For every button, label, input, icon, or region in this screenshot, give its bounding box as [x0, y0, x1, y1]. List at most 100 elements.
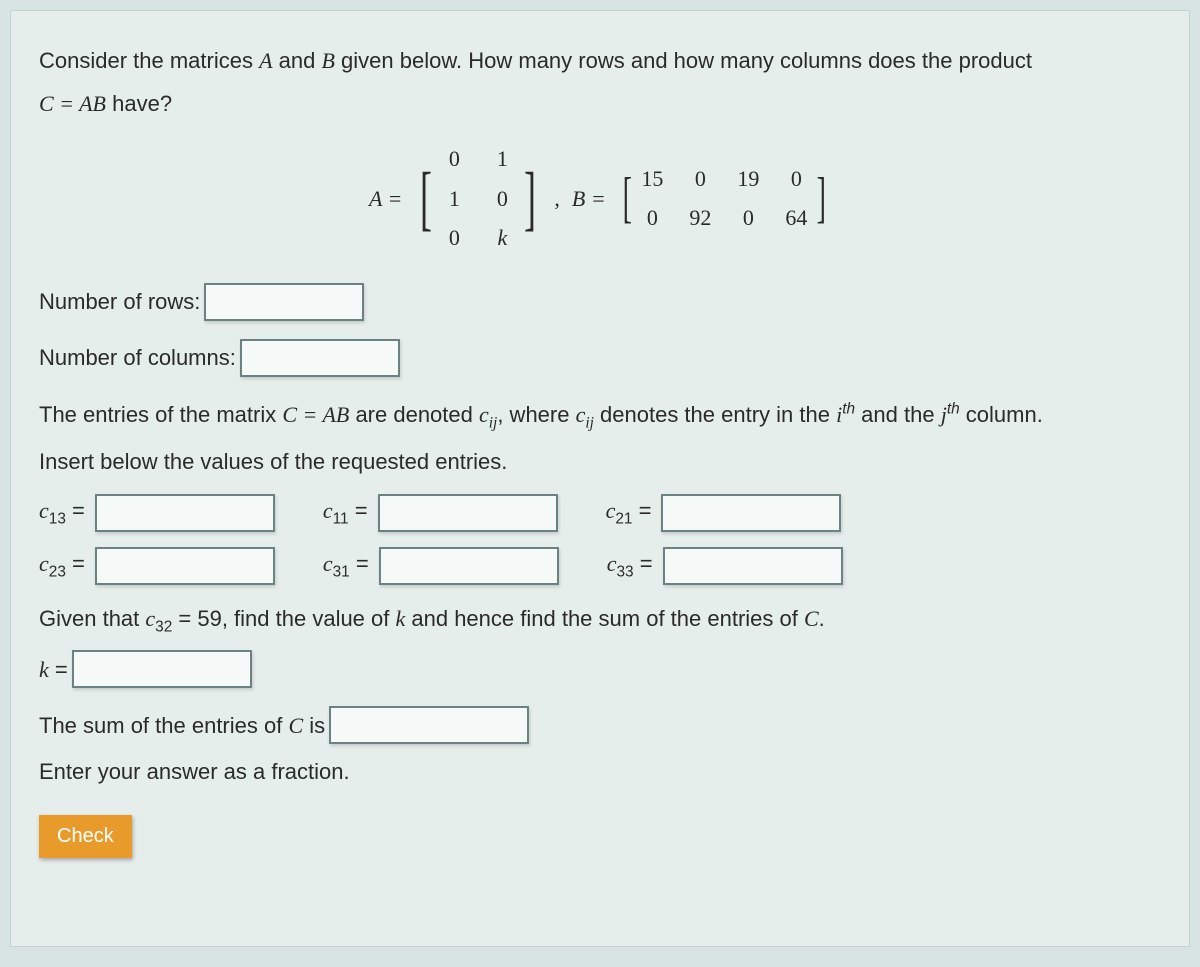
sup: th: [947, 401, 960, 418]
var-CAB: C = AB: [39, 91, 106, 116]
c11-cell: c11 =: [323, 493, 562, 532]
k-field-row: k =: [39, 650, 1161, 688]
left-bracket-icon: [: [420, 162, 432, 234]
rows-field-row: Number of rows:: [39, 283, 1161, 321]
cell: k: [490, 220, 514, 255]
var-B: B: [321, 48, 334, 73]
eq: =: [634, 551, 653, 576]
sub: 31: [333, 564, 350, 581]
var-A: A: [259, 48, 272, 73]
cell: 0: [640, 200, 664, 235]
c21-cell: c21 =: [606, 493, 846, 532]
var: c: [606, 498, 616, 523]
text: , where: [497, 402, 575, 427]
cell: 0: [784, 161, 808, 196]
var: c: [39, 551, 49, 576]
entries-row-2: c23 = c31 = c33 =: [39, 546, 1161, 585]
question-panel: Consider the matrices A and B given belo…: [10, 10, 1190, 947]
eq: =: [66, 551, 85, 576]
right-bracket-icon: ]: [524, 162, 536, 234]
eq: =: [66, 498, 85, 523]
c11-input[interactable]: [378, 494, 558, 532]
sum-field-row: The sum of the entries of C is: [39, 706, 1161, 744]
cell: 1: [490, 141, 514, 176]
check-button[interactable]: Check: [39, 815, 132, 858]
cell: 64: [784, 200, 808, 235]
matrix-A: [ 01 10 0k ]: [414, 141, 542, 255]
c33-input[interactable]: [663, 547, 843, 585]
text: and hence find the sum of the entries of: [405, 606, 804, 631]
var: c: [323, 498, 333, 523]
var: c: [576, 402, 586, 427]
c33-cell: c33 =: [607, 546, 847, 585]
cols-field-row: Number of columns:: [39, 339, 1161, 377]
text: denotes the entry in the: [594, 402, 836, 427]
matrix-B: [ 150190 092064 ]: [618, 161, 831, 235]
given-text: Given that c32 = 59, find the value of k…: [39, 601, 1161, 640]
c23-cell: c23 =: [39, 546, 279, 585]
eq: =: [349, 498, 368, 523]
var: c: [323, 551, 333, 576]
var: c: [145, 606, 155, 631]
var: C: [288, 713, 303, 738]
B-label: B =: [572, 181, 606, 216]
text: = 59, find the value of: [172, 606, 395, 631]
entries-row-1: c13 = c11 = c21 =: [39, 493, 1161, 532]
sub: 33: [616, 564, 633, 581]
text: The entries of the matrix: [39, 402, 282, 427]
fraction-hint: Enter your answer as a fraction.: [39, 754, 1161, 789]
eq: =: [632, 498, 651, 523]
text: and: [273, 48, 322, 73]
c23-input[interactable]: [95, 547, 275, 585]
matrix-equation: A = [ 01 10 0k ] , B = [ 150190 092064 ]: [39, 141, 1161, 255]
cell: 15: [640, 161, 664, 196]
cell: 0: [442, 141, 466, 176]
var-k: k: [39, 657, 49, 682]
c31-input[interactable]: [379, 547, 559, 585]
cols-label: Number of columns:: [39, 340, 236, 375]
var: C: [804, 606, 819, 631]
sub: 11: [333, 511, 349, 528]
comma: ,: [554, 181, 560, 216]
cell: 0: [736, 200, 760, 235]
cell: 0: [442, 220, 466, 255]
c31-cell: c31 =: [323, 546, 563, 585]
c13-cell: c13 =: [39, 493, 279, 532]
text: are denoted: [349, 402, 479, 427]
var: k: [396, 606, 406, 631]
text: and the: [855, 402, 941, 427]
sub: 13: [49, 511, 66, 528]
right-bracket-icon: ]: [817, 170, 826, 226]
text: have?: [106, 91, 172, 116]
text: Given that: [39, 606, 145, 631]
text: The sum of the entries of: [39, 713, 288, 738]
eq: =: [49, 657, 68, 682]
c13-input[interactable]: [95, 494, 275, 532]
eq: =: [350, 551, 369, 576]
sub: 23: [49, 564, 66, 581]
rows-label: Number of rows:: [39, 284, 200, 319]
cell: 0: [490, 181, 514, 216]
question-line1: Consider the matrices A and B given belo…: [39, 43, 1161, 78]
rows-input[interactable]: [204, 283, 364, 321]
sub: 32: [155, 619, 172, 636]
var: c: [39, 498, 49, 523]
sup: th: [842, 401, 855, 418]
text: .: [819, 606, 825, 631]
cols-input[interactable]: [240, 339, 400, 377]
text: column.: [960, 402, 1043, 427]
text: given below. How many rows and how many …: [335, 48, 1032, 73]
var: C = AB: [282, 402, 349, 427]
left-bracket-icon: [: [622, 170, 631, 226]
entries-desc-2: Insert below the values of the requested…: [39, 444, 1161, 479]
var: c: [479, 402, 489, 427]
c21-input[interactable]: [661, 494, 841, 532]
sub: ij: [585, 414, 594, 431]
sub: 21: [615, 511, 632, 528]
sum-input[interactable]: [329, 706, 529, 744]
cell: 92: [688, 200, 712, 235]
k-input[interactable]: [72, 650, 252, 688]
cell: 0: [688, 161, 712, 196]
question-line2: C = AB have?: [39, 86, 1161, 121]
entries-desc-1: The entries of the matrix C = AB are den…: [39, 397, 1161, 436]
